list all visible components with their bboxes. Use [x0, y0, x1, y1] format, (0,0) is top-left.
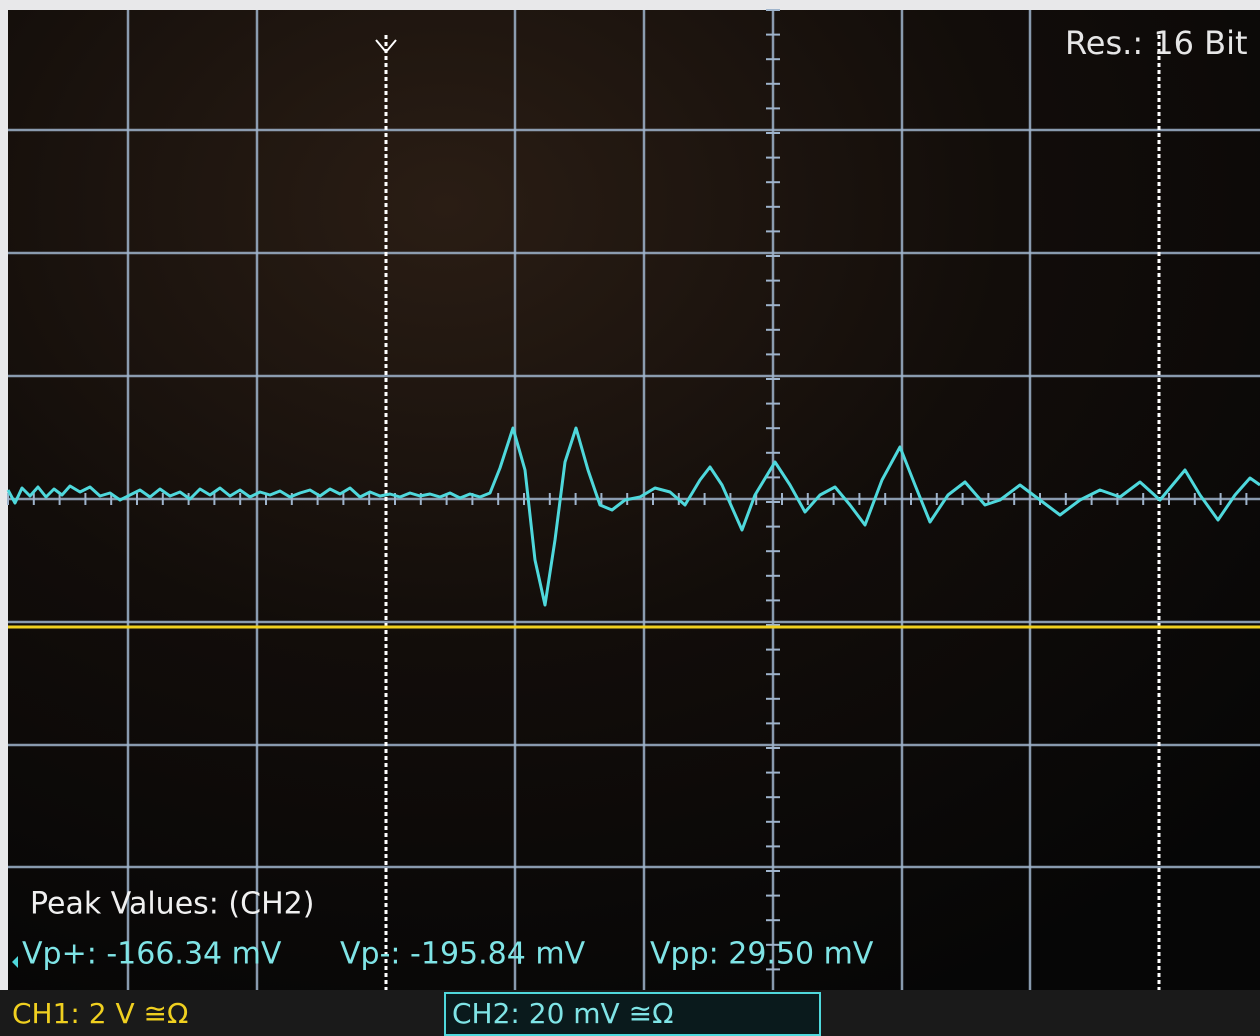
vpp: Vpp: 29.50 mV — [650, 937, 874, 972]
resolution-label: Res.: 16 Bit — [1065, 24, 1248, 62]
ch1-setting[interactable]: CH1: 2 V ≅Ω — [12, 997, 188, 1030]
scope-screen: Res.: 16 Bit Peak Values: (CH2) Vp+: -16… — [0, 0, 1260, 1036]
vp-plus: Vp+: -166.34 mV — [22, 937, 282, 972]
vp-minus: Vp-: -195.84 mV — [340, 937, 586, 972]
measurement-title: Peak Values: (CH2) — [30, 887, 314, 922]
page: Res.: 16 Bit Peak Values: (CH2) Vp+: -16… — [0, 0, 1260, 1036]
ch2-setting[interactable]: CH2: 20 mV ≅Ω — [452, 997, 673, 1030]
